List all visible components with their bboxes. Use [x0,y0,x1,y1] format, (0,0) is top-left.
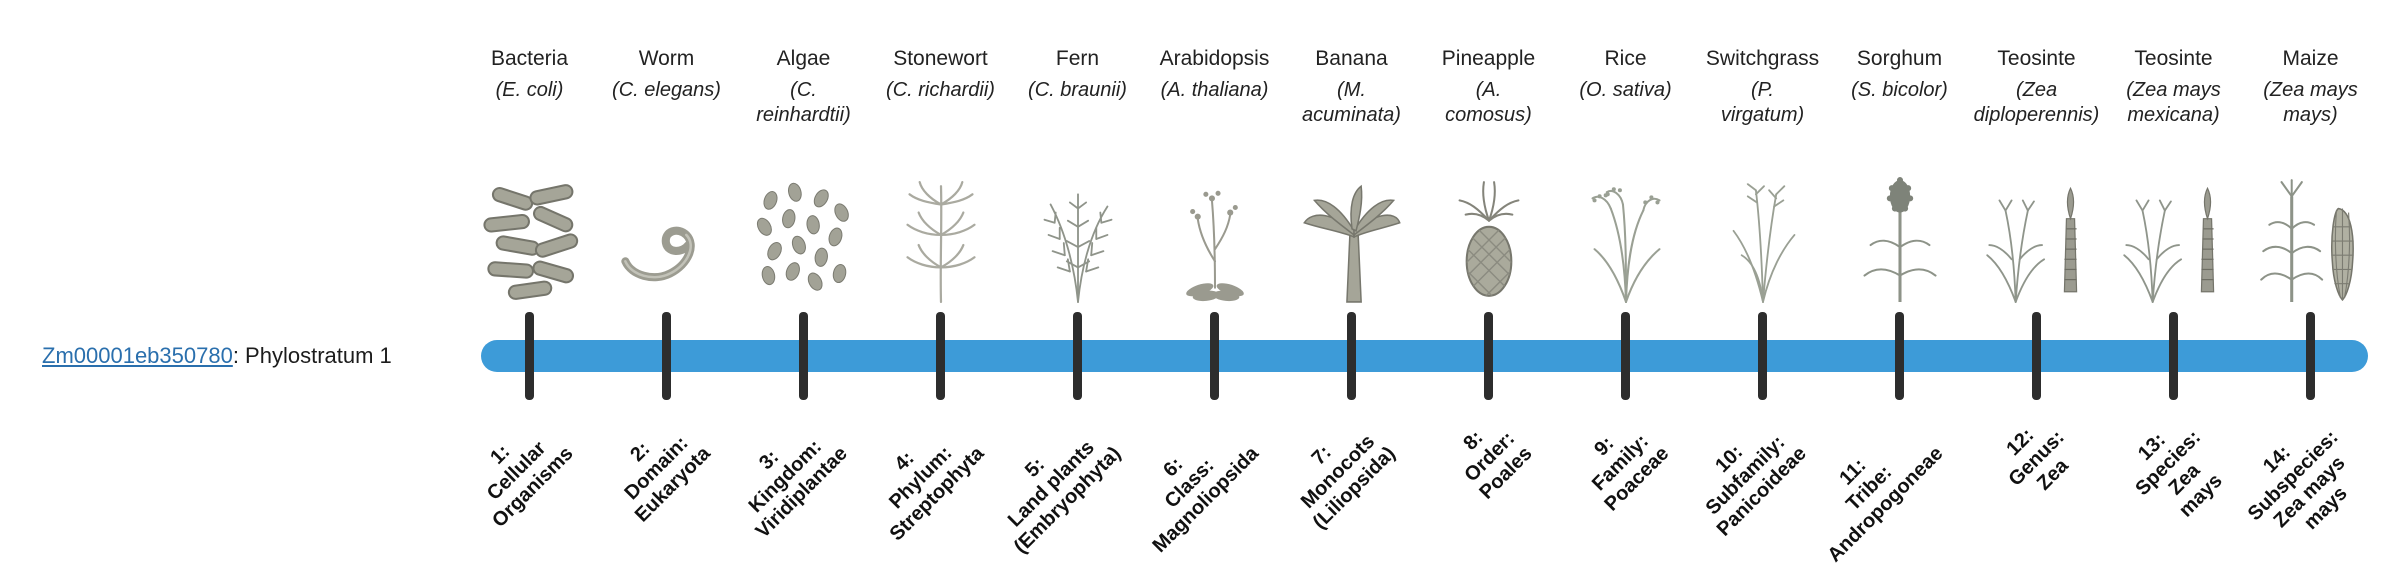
phylostratum-label: 12: Genus: Zea [2001,424,2073,495]
stonewort-icon [872,172,1009,306]
organism-scientific-name: (Zea diploperennis) [1973,79,2100,127]
worm-icon [598,172,735,306]
timeline-tick [2306,312,2315,400]
timeline-tick [1484,312,1493,400]
phylostratum-label: 13: Species: Zea mays [2131,426,2227,522]
timeline-tick [2169,312,2178,400]
organism-name: Stonewort [893,47,988,70]
timeline-tick [525,312,534,400]
organism-name: Bacteria [490,47,569,70]
organism-column: Bacteria (E. coli) 1: Cellular Organisms [461,0,598,580]
timeline-tick [1073,312,1082,400]
organism-column: Teosinte (Zea mays mexicana) 13: Species… [2105,0,2242,580]
organism-scientific-name: (Zea mays mexicana) [2126,79,2221,127]
timeline-tick [1895,312,1904,400]
gene-label: Zm00001eb350780: Phylostratum 1 [42,343,392,369]
organism-name: Pineapple [1441,47,1536,70]
organism-column: Pineapple (A. comosus) 8: Order: Poales [1420,0,1557,580]
timeline-tick [1347,312,1356,400]
organism-name: Switchgrass [1705,47,1820,70]
teosinte-icon [2105,172,2242,306]
phylostratum-label: 9: Family: Poaceae [1588,430,1674,516]
organism-column: Teosinte (Zea diploperennis) 12: Genus: … [1968,0,2105,580]
timeline-tick [799,312,808,400]
timeline-tick [1758,312,1767,400]
organism-scientific-name: (P. virgatum) [1720,79,1805,127]
phylostratum-label: 8: Order: Poales [1459,426,1537,504]
switchgrass-icon [1694,172,1831,306]
phylostratum-label: 1: Cellular Organisms [482,437,578,532]
organism-scientific-name: (E. coli) [495,79,564,102]
rice-icon [1557,172,1694,306]
organism-scientific-name: (A. comosus) [1445,79,1532,127]
banana-icon [1283,172,1420,306]
organism-scientific-name: (C. richardii) [886,79,995,102]
organism-column: Arabidopsis (A. thaliana) 6: Class: Magn… [1146,0,1283,580]
organism-name: Sorghum [1856,47,1943,70]
timeline-tick [1210,312,1219,400]
timeline-tick [936,312,945,400]
organism-scientific-name: (C. braunii) [1028,79,1127,102]
gene-link[interactable]: Zm00001eb350780 [42,343,233,368]
phylostratum-label: 14: Subspecies: Zea mays mays [2243,426,2352,535]
organism-scientific-name: (M. acuminata) [1302,79,1401,127]
phylostratum-label: 3: Kingdom: Viridiplantae [744,435,852,543]
organism-columns: Bacteria (E. coli) 1: Cellular Organisms… [461,0,2379,580]
organism-column: Algae (C. reinhardtii) 3: Kingdom: Virid… [735,0,872,580]
teosinte-icon [1968,172,2105,306]
timeline-tick [1621,312,1630,400]
phylostratum-text: : Phylostratum 1 [232,343,392,368]
timeline-tick [662,312,671,400]
algae-icon [735,172,872,306]
organism-column: Banana (M. acuminata) 7: Monocots (Lilio… [1283,0,1420,580]
sorghum-icon [1831,172,1968,306]
phylostratum-label: 7: Monocots (Liliopsida) [1296,430,1400,534]
organism-name: Rice [1604,47,1647,70]
organism-column: Fern (C. braunii) 5: Land plants (Embryo… [1004,0,1146,580]
maize-icon [2242,172,2379,306]
organism-column: Switchgrass (P. virgatum) 10: Subfamily:… [1694,0,1831,580]
organism-column: Stonewort (C. richardii) 4: Phylum: Stre… [872,0,1009,580]
organism-column: Sorghum (S. bicolor) 11: Tribe: Andropog… [1824,0,1968,580]
organism-column: Maize (Zea mays mays) 14: Subspecies: Ze… [2242,0,2379,580]
phylostratum-label: 10: Subfamily: Panicoideae [1701,431,1811,541]
organism-scientific-name: (Zea mays mays) [2263,79,2358,127]
organism-name: Arabidopsis [1159,47,1270,70]
organism-name: Algae [776,47,831,70]
organism-scientific-name: (S. bicolor) [1851,79,1948,102]
phylostratum-label: 2: Domain: Eukaryota [620,432,715,527]
organism-column: Rice (O. sativa) 9: Family: Poaceae [1557,0,1694,580]
organism-column: Worm (C. elegans) 2: Domain: Eukaryota [598,0,735,580]
organism-name: Fern [1055,47,1100,70]
bacteria-icon [461,172,598,306]
organism-scientific-name: (O. sativa) [1579,79,1672,102]
pineapple-icon [1420,172,1557,306]
fern-icon [1009,172,1146,306]
organism-name: Maize [2282,47,2339,70]
organism-name: Teosinte [1997,47,2076,70]
timeline-tick [2032,312,2041,400]
organism-scientific-name: (C. elegans) [612,79,721,102]
phylostratum-label: 4: Phylum: Streptophyta [885,441,989,546]
phylostratum-bar [481,340,2368,372]
arabidopsis-icon [1146,172,1283,306]
organism-name: Worm [638,47,695,70]
organism-scientific-name: (A. thaliana) [1160,79,1269,102]
organism-scientific-name: (C. reinhardtii) [756,79,851,127]
organism-name: Banana [1315,47,1388,70]
organism-name: Teosinte [2134,47,2213,70]
